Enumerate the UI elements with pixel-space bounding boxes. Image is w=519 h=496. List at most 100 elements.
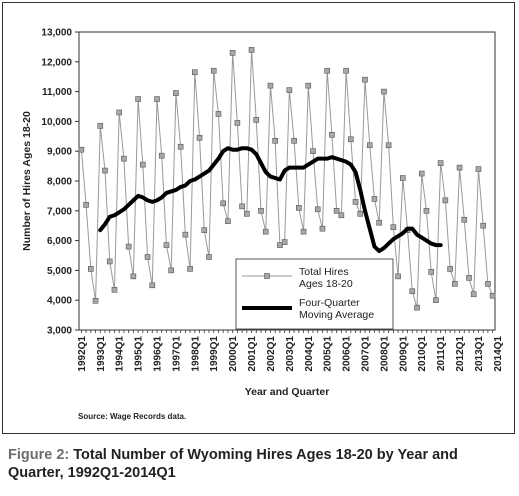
y-tick-label: 4,000 xyxy=(47,296,72,307)
x-tick-label: 2006Q1 xyxy=(342,336,353,372)
legend-label-total-hires-1: Total Hires xyxy=(299,266,349,278)
y-tick-label: 12,000 xyxy=(41,57,72,68)
total-hires-point xyxy=(348,136,354,143)
x-tick-label: 2013Q1 xyxy=(474,336,485,372)
total-hires-point xyxy=(234,120,241,126)
total-hires-point xyxy=(310,148,316,154)
total-hires-point xyxy=(456,164,463,171)
total-hires-point xyxy=(418,170,425,177)
total-hires-point xyxy=(154,96,160,102)
y-tick-label: 10,000 xyxy=(41,117,72,128)
total-hires-point xyxy=(116,109,122,116)
y-axis-label: Number of Hires Ages 18-20 xyxy=(21,111,33,251)
y-tick-label: 7,000 xyxy=(47,206,72,217)
total-hires-point xyxy=(83,202,89,208)
total-hires-point xyxy=(272,137,278,144)
total-hires-point xyxy=(163,242,170,248)
total-hires-point xyxy=(215,111,222,117)
x-tick-label: 1992Q1 xyxy=(77,336,88,372)
x-tick-label: 2010Q1 xyxy=(417,336,428,372)
total-hires-point xyxy=(225,218,231,225)
total-hires-point xyxy=(447,266,453,272)
total-hires-point xyxy=(135,96,141,102)
total-hires-point xyxy=(366,142,373,149)
total-hires-point xyxy=(489,292,496,299)
total-hires-point xyxy=(102,167,108,174)
x-tick-label: 1994Q1 xyxy=(115,336,126,372)
total-hires-point xyxy=(395,273,401,280)
x-tick-label: 1998Q1 xyxy=(190,336,201,372)
total-hires-point xyxy=(78,146,85,153)
total-hires-point xyxy=(433,297,439,304)
total-hires-point xyxy=(291,137,297,144)
x-tick-label: 2002Q1 xyxy=(266,336,277,372)
total-hires-point xyxy=(229,50,236,56)
total-hires-point xyxy=(371,196,378,202)
total-hires-point xyxy=(277,242,283,248)
moving-average-line xyxy=(98,146,443,254)
total-hires-point xyxy=(140,161,146,168)
x-tick-label: 2008Q1 xyxy=(379,336,390,372)
total-hires-point xyxy=(466,275,472,281)
total-hires-point xyxy=(286,87,293,93)
total-hires-point xyxy=(125,243,132,250)
total-hires-point xyxy=(296,205,302,211)
x-tick-label: 2004Q1 xyxy=(304,336,315,372)
total-hires-point xyxy=(452,281,458,287)
x-tick-label: 2003Q1 xyxy=(285,336,296,372)
total-hires-point xyxy=(201,227,208,233)
total-hires-point xyxy=(338,212,345,219)
x-tick-label: 1995Q1 xyxy=(134,336,145,372)
total-hires-point xyxy=(262,228,269,235)
total-hires-point xyxy=(390,224,397,230)
total-hires-point xyxy=(470,291,477,298)
total-hires-point xyxy=(461,216,468,223)
total-hires-point xyxy=(333,208,340,214)
total-hires-point xyxy=(400,175,406,181)
figure-caption-lead: Figure 2: xyxy=(8,447,70,463)
total-hires-point xyxy=(324,67,330,74)
legend-label-moving-average-2: Moving Average xyxy=(299,309,374,321)
total-hires-point xyxy=(381,88,387,95)
x-tick-label: 2009Q1 xyxy=(398,336,409,372)
total-hires-point xyxy=(144,254,151,260)
total-hires-point xyxy=(210,67,217,74)
legend-label-moving-average-1: Four-Quarter xyxy=(299,297,360,309)
x-tick-label: 2014Q1 xyxy=(493,336,504,372)
total-hires-point xyxy=(92,297,99,304)
total-hires-point xyxy=(97,123,104,129)
legend-box xyxy=(235,258,394,330)
total-hires-point xyxy=(253,117,260,123)
chart-frame: 3,000 4,000 5,000 6,000 7,000 8,000 9,000 10,00… xyxy=(2,2,515,434)
total-hires-point xyxy=(121,155,127,162)
x-tick-label: 2012Q1 xyxy=(455,336,466,372)
x-tick-label: 1999Q1 xyxy=(209,336,220,372)
total-hires-point xyxy=(196,134,203,141)
total-hires-point xyxy=(220,200,226,207)
x-tick-label: 1993Q1 xyxy=(96,336,107,372)
x-tick-label: 2007Q1 xyxy=(361,336,372,372)
total-hires-point xyxy=(258,208,264,214)
figure-caption: Figure 2: Total Number of Wyoming Hires … xyxy=(8,446,513,482)
total-hires-point xyxy=(319,225,326,232)
x-tick-label: 2005Q1 xyxy=(323,336,334,372)
total-hires-point xyxy=(244,210,250,217)
total-hires-point xyxy=(480,222,486,229)
y-tick-label: 13,000 xyxy=(41,28,72,39)
total-hires-point xyxy=(305,82,312,89)
total-hires-point xyxy=(177,143,184,150)
x-tick-label: 2011Q1 xyxy=(436,336,447,371)
x-axis-label: Year and Quarter xyxy=(245,386,330,398)
legend-label-total-hires-2: Ages 18-20 xyxy=(299,278,353,290)
total-hires-point xyxy=(437,160,444,166)
total-hires-point xyxy=(182,231,189,238)
total-hires-point xyxy=(248,47,255,53)
y-tick-label: 3,000 xyxy=(47,326,72,337)
total-hires-point xyxy=(385,142,392,149)
series-moving-average xyxy=(98,146,443,254)
total-hires-point xyxy=(352,199,359,205)
y-tick-label: 6,000 xyxy=(47,236,72,247)
total-hires-point xyxy=(158,152,165,159)
x-tick-label: 2000Q1 xyxy=(228,336,239,372)
y-tick-label: 5,000 xyxy=(47,266,72,277)
